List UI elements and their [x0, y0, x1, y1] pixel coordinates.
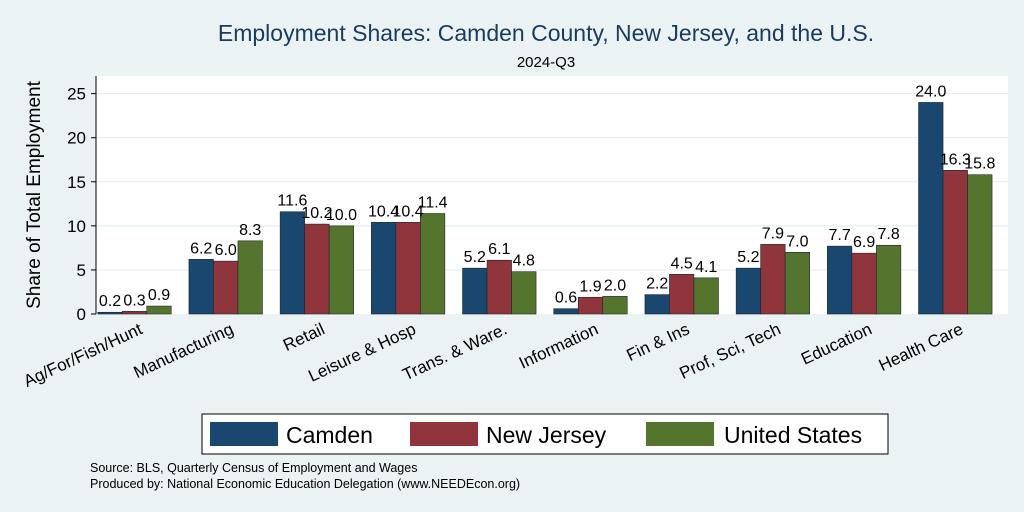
legend-swatch-new-jersey: [410, 422, 478, 446]
y-tick-label-5: 5: [77, 261, 86, 280]
y-tick-label-25: 25: [67, 85, 86, 104]
data-label-new-jersey-fin-ins: 4.5: [671, 255, 693, 272]
category-label-trans-ware: Trans. & Ware.: [400, 319, 510, 384]
category-label-information: Information: [516, 319, 601, 372]
bar-camden-retail: [279, 211, 305, 315]
bar-new-jersey-trans-ware: [486, 259, 512, 315]
bar-camden-education: [827, 245, 853, 315]
y-tick-label-10: 10: [67, 217, 86, 236]
legend-box: [201, 413, 889, 455]
data-labels: 0.2 0.3 0.96.2 6.08.311.610.210.0 10.410.411…: [99, 83, 996, 310]
data-label-new-jersey-manufacturing: 6.0: [215, 242, 237, 259]
data-label-united-states-prof-sci-tech: 7.0: [786, 233, 808, 250]
legend-swatch-camden: [210, 422, 278, 446]
chart-subtitle: 2024-Q3: [517, 54, 575, 71]
bar-new-jersey-prof-sci-tech: [760, 244, 786, 315]
bar-united-states-leisure-hosp: [420, 213, 446, 315]
bars: [97, 102, 993, 315]
bar-united-states-retail: [328, 225, 354, 315]
data-label-united-states-health-care: 15.8: [964, 156, 995, 173]
y-axis-ticks: 0 5 10 15 20 25: [67, 85, 96, 324]
data-label-camden-ag-for-fish-hunt: 0.2: [99, 293, 121, 310]
data-label-united-states-manufacturing: 8.3: [239, 222, 261, 239]
bar-united-states-fin-ins: [693, 277, 719, 315]
data-label-united-states-fin-ins: 4.1: [695, 259, 717, 276]
category-label-prof-sci-tech: Prof, Sci, Tech: [677, 319, 784, 382]
data-label-united-states-ag-for-fish-hunt: 0.9: [148, 287, 170, 304]
data-label-camden-trans-ware: 5.2: [464, 249, 486, 266]
y-axis-label: Share of Total Employment: [24, 80, 45, 308]
data-label-united-states-information: 2.0: [604, 277, 626, 294]
category-label-fin-ins: Fin & Ins: [624, 319, 693, 365]
data-label-camden-fin-ins: 2.2: [646, 276, 668, 293]
bar-camden-ag-for-fish-hunt: [97, 311, 123, 315]
bar-united-states-information: [602, 296, 628, 315]
category-label-ag-for-fish-hunt: Ag/For/Fish/Hunt: [21, 319, 146, 391]
bar-united-states-prof-sci-tech: [784, 251, 810, 315]
bar-united-states-health-care: [967, 174, 993, 315]
data-label-camden-leisure-hosp: 10.4: [368, 203, 399, 220]
bar-camden-prof-sci-tech: [735, 267, 761, 315]
data-label-camden-education: 7.7: [828, 227, 850, 244]
data-label-united-states-retail: 10.0: [326, 207, 357, 224]
data-label-new-jersey-leisure-hosp: 10.4: [393, 203, 424, 220]
bar-camden-leisure-hosp: [371, 222, 397, 315]
y-tick-label-15: 15: [67, 173, 86, 192]
data-label-camden-information: 0.6: [555, 290, 577, 307]
bar-camden-trans-ware: [462, 267, 488, 315]
bar-new-jersey-ag-for-fish-hunt: [121, 311, 148, 315]
legend: Camden New Jersey United States: [201, 413, 889, 455]
bar-new-jersey-leisure-hosp: [395, 222, 421, 315]
data-label-new-jersey-health-care: 16.3: [940, 151, 971, 168]
bar-camden-manufacturing: [188, 259, 214, 315]
data-label-new-jersey-retail: 10.2: [301, 205, 332, 222]
data-label-new-jersey-information: 1.9: [579, 278, 601, 295]
bar-united-states-ag-for-fish-hunt: [146, 305, 172, 315]
bar-new-jersey-retail: [304, 223, 330, 315]
bar-united-states-manufacturing: [237, 240, 263, 315]
data-label-new-jersey-education: 6.9: [853, 234, 875, 251]
legend-swatch-united-states: [646, 422, 714, 446]
source-note: Source: BLS, Quarterly Census of Employm…: [90, 461, 417, 475]
bar-united-states-education: [876, 244, 902, 315]
bar-new-jersey-education: [851, 252, 877, 315]
category-label-health-care: Health Care: [876, 319, 966, 375]
data-label-camden-prof-sci-tech: 5.2: [737, 249, 759, 266]
producer-note: Produced by: National Economic Education…: [90, 477, 520, 491]
data-label-camden-retail: 11.6: [277, 193, 307, 210]
bar-new-jersey-health-care: [942, 170, 968, 315]
y-tick-label-0: 0: [77, 305, 86, 324]
data-label-camden-manufacturing: 6.2: [190, 240, 212, 257]
legend-label-united-states: United States: [724, 422, 862, 448]
legend-label-camden: Camden: [286, 422, 373, 448]
bar-new-jersey-information: [577, 296, 604, 315]
data-label-new-jersey-prof-sci-tech: 7.9: [762, 225, 784, 242]
bar-camden-fin-ins: [644, 294, 670, 315]
category-label-manufacturing: Manufacturing: [131, 319, 237, 382]
bar-united-states-trans-ware: [511, 271, 537, 315]
y-tick-label-20: 20: [67, 129, 86, 148]
data-label-new-jersey-trans-ware: 6.1: [488, 241, 510, 258]
legend-label-new-jersey: New Jersey: [486, 422, 607, 448]
bar-camden-information: [553, 308, 579, 315]
category-label-retail: Retail: [280, 319, 327, 355]
data-label-united-states-leisure-hosp: 11.4: [418, 195, 448, 212]
data-label-united-states-trans-ware: 4.8: [513, 253, 535, 270]
bar-new-jersey-manufacturing: [213, 260, 239, 315]
bar-camden-health-care: [918, 102, 944, 315]
data-label-new-jersey-ag-for-fish-hunt: 0.3: [123, 292, 145, 309]
bar-new-jersey-fin-ins: [669, 274, 695, 315]
category-label-education: Education: [798, 319, 875, 368]
data-label-united-states-education: 7.8: [877, 226, 899, 243]
data-label-camden-health-care: 24.0: [915, 83, 946, 100]
chart-title: Employment Shares: Camden County, New Je…: [218, 20, 874, 46]
